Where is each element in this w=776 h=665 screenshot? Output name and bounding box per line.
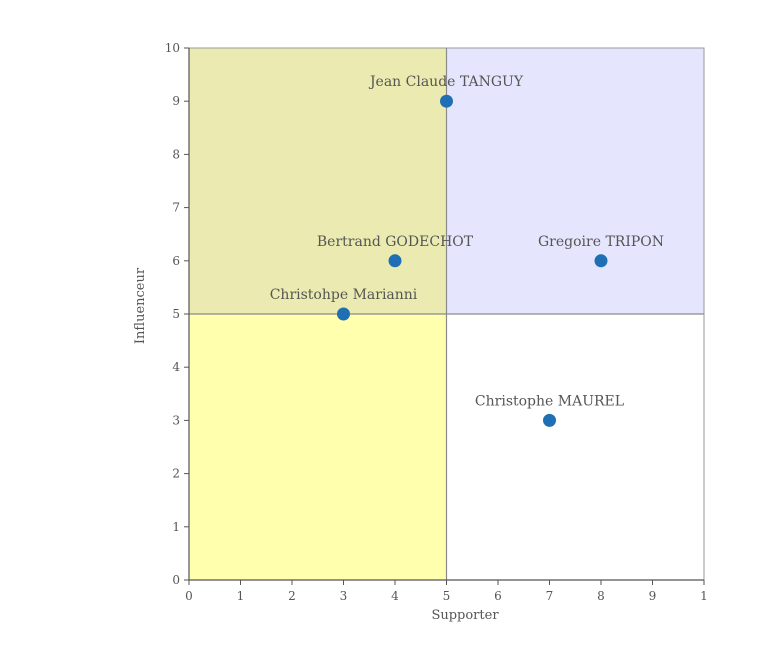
quadrant-bottom-right — [446, 313, 705, 581]
y-axis-title: Influenceur — [133, 267, 148, 344]
x-tick-label: 5 — [443, 589, 451, 603]
points: Jean Claude TANGUY Bertrand GODECHOT Grego… — [270, 74, 664, 427]
x-axis-title: Supporter — [431, 608, 499, 623]
y-tick-label: 1 — [172, 520, 180, 534]
data-point — [337, 307, 350, 321]
data-point-label: Christophe MAUREL — [475, 393, 624, 409]
y-tick-label: 9 — [172, 94, 180, 108]
data-point — [440, 94, 453, 108]
y-tick-label: 3 — [172, 413, 180, 427]
x-tick-label: 7 — [546, 589, 554, 603]
quadrant-top-right — [446, 47, 705, 315]
x-tick-label: 9 — [649, 589, 657, 603]
x-tick-label: 2 — [288, 589, 296, 603]
data-point-label: Bertrand GODECHOT — [317, 234, 474, 250]
x-tick-label: 0 — [185, 589, 193, 603]
x-tick-label: 8 — [597, 589, 605, 603]
y-tick-label: 5 — [172, 307, 180, 321]
x-tick-label: 6 — [494, 589, 502, 603]
data-point — [388, 254, 402, 268]
data-point-label: Christohpe Marianni — [270, 287, 418, 303]
data-point-label: Jean Claude TANGUY — [368, 74, 524, 90]
x-tick-label: 1 — [700, 589, 708, 603]
y-tick-label: 10 — [165, 41, 180, 55]
x-tick-label: 4 — [391, 589, 399, 603]
y-tick-label: 0 — [172, 573, 180, 587]
data-point-label: Gregoire TRIPON — [538, 234, 664, 250]
y-tick-label: 4 — [172, 360, 180, 374]
data-point — [594, 254, 608, 268]
quadrants — [188, 47, 705, 581]
y-tick-label: 8 — [172, 147, 180, 161]
data-point — [543, 413, 556, 427]
x-tick-label: 1 — [237, 589, 245, 603]
y-tick-label: 2 — [172, 467, 180, 481]
y-tick-label: 7 — [172, 201, 180, 215]
quadrant-bottom-left — [188, 313, 447, 581]
x-tick-label: 3 — [340, 589, 348, 603]
quadrant-top-left — [188, 47, 447, 315]
y-tick-label: 6 — [172, 254, 180, 268]
